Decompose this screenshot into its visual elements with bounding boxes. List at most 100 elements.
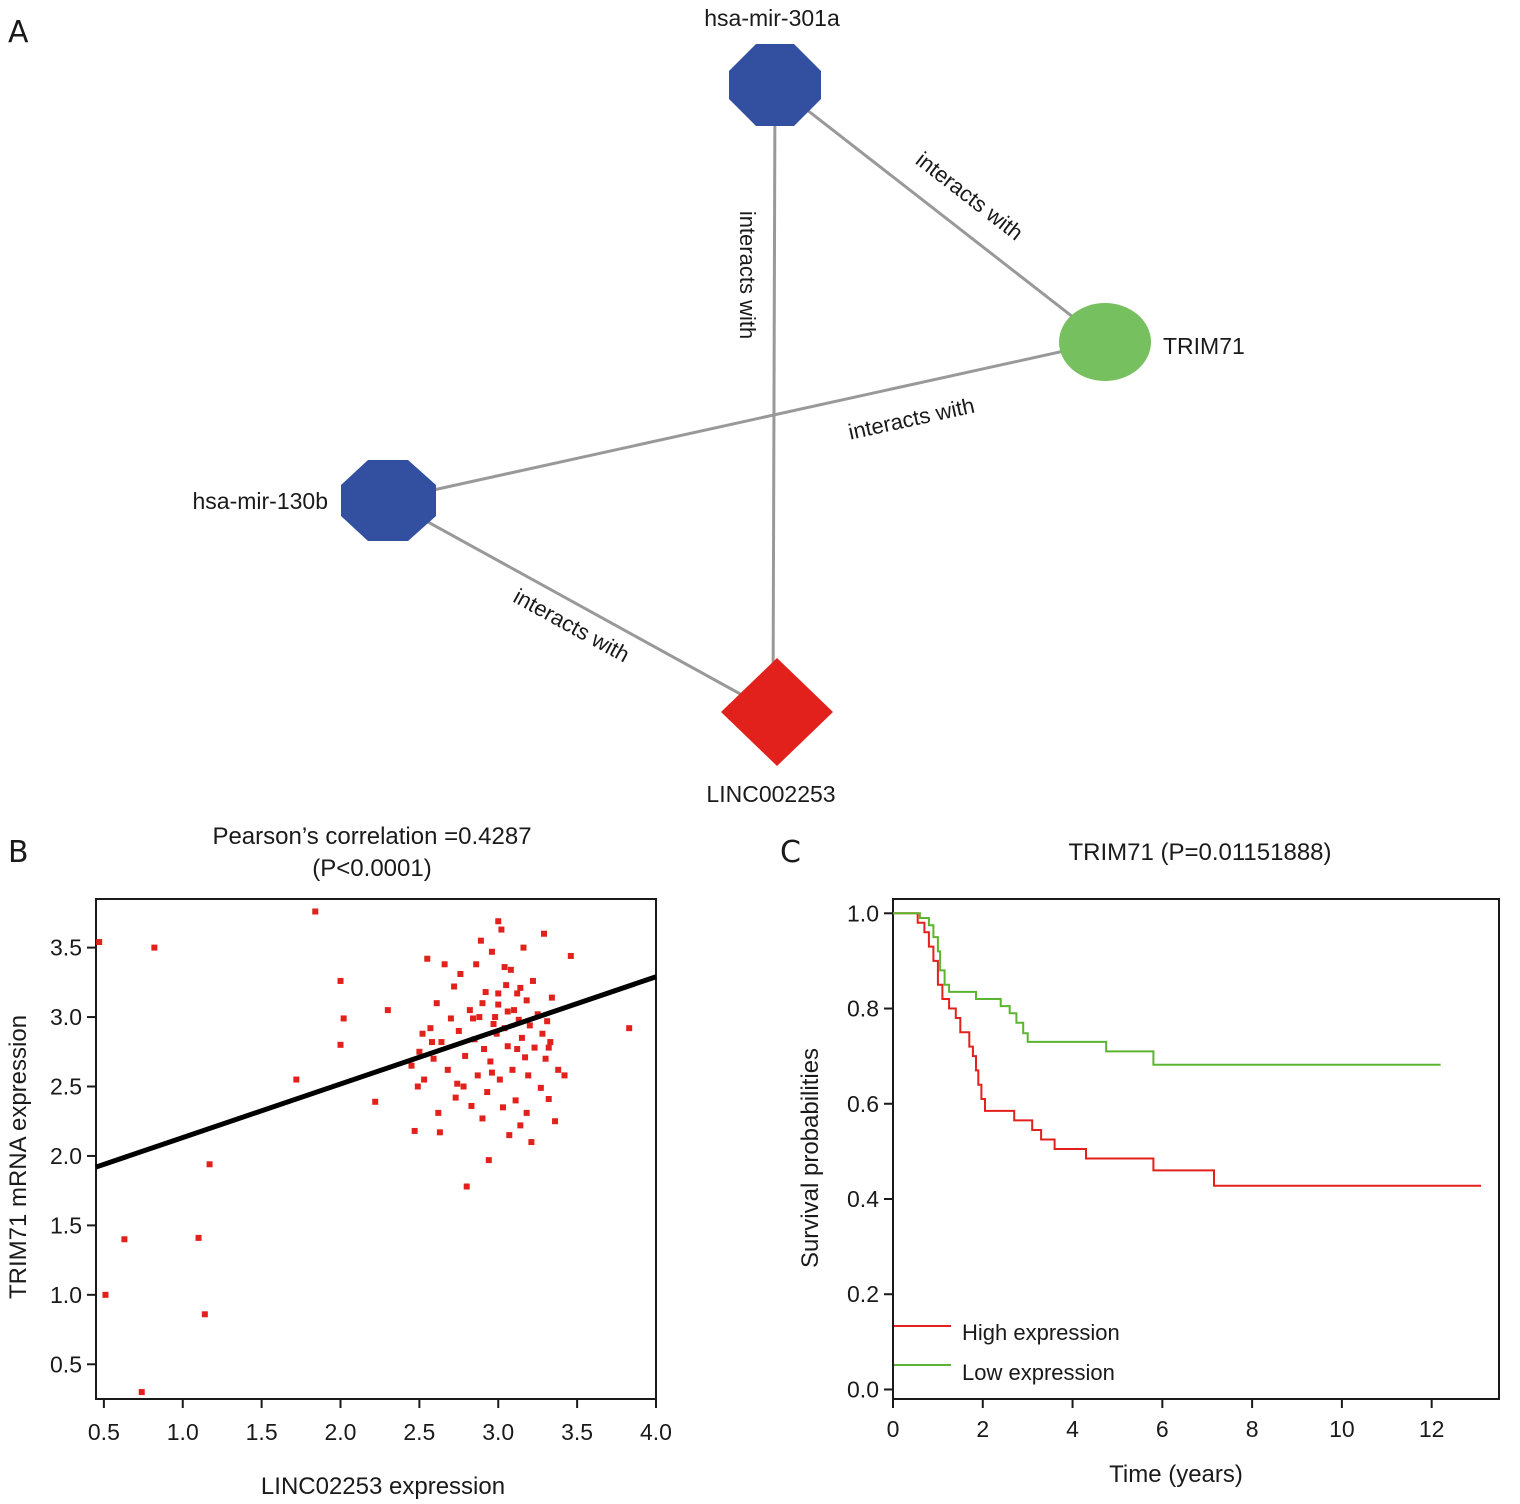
scatter-point <box>523 997 530 1004</box>
survival-y-tick-label: 0.0 <box>847 1376 879 1402</box>
scatter-point <box>479 1115 486 1122</box>
scatter-point <box>626 1025 633 1032</box>
scatter-point <box>427 1025 434 1032</box>
scatter-point <box>499 1104 506 1111</box>
scatter-y-tick-label: 0.5 <box>50 1351 82 1377</box>
scatter-point <box>561 1072 568 1079</box>
scatter-x-axis: 0.5 1.0 1.5 2.0 2.5 3.0 3.5 4.0 <box>88 1399 672 1445</box>
scatter-point <box>468 1102 475 1109</box>
scatter-point <box>539 1030 546 1037</box>
scatter-point <box>545 1044 552 1051</box>
scatter-point <box>485 1157 492 1164</box>
scatter-point <box>515 1016 522 1023</box>
scatter-point <box>498 926 505 933</box>
scatter-point <box>514 990 521 997</box>
scatter-point <box>411 1127 418 1134</box>
scatter-point <box>466 1007 473 1014</box>
scatter-point <box>470 1015 477 1022</box>
scatter-point <box>455 1027 462 1034</box>
scatter-point <box>495 918 502 925</box>
scatter-point <box>337 977 344 984</box>
scatter-x-tick-label: 2.0 <box>325 1419 357 1445</box>
scatter-point <box>529 977 536 984</box>
scatter-point <box>518 1034 525 1041</box>
scatter-point <box>444 1066 451 1073</box>
scatter-point <box>476 1014 483 1021</box>
survival-plot-frame <box>892 898 1500 1400</box>
scatter-point <box>451 983 458 990</box>
panel-label-c: C <box>780 835 801 870</box>
scatter-point <box>517 984 524 991</box>
scatter-point <box>206 1161 213 1168</box>
scatter-point <box>493 1030 500 1037</box>
survival-legend: High expression Low expression <box>894 1320 1120 1385</box>
scatter-point <box>492 1014 499 1021</box>
survival-x-tick-label: 6 <box>1156 1416 1169 1442</box>
survival-x-tick-label: 2 <box>976 1416 989 1442</box>
scatter-point <box>384 1007 391 1014</box>
scatter-point <box>552 1118 559 1125</box>
scatter-point <box>479 1000 486 1007</box>
scatter-point <box>503 982 510 989</box>
scatter-point <box>488 1069 495 1076</box>
scatter-point <box>414 1083 421 1090</box>
scatter-point <box>488 948 495 955</box>
scatter-point <box>547 1039 554 1046</box>
scatter-point <box>525 1072 532 1079</box>
scatter-x-tick-label: 3.0 <box>482 1419 514 1445</box>
survival-x-tick-label: 0 <box>887 1416 900 1442</box>
scatter-y-tick-label: 1.5 <box>50 1212 82 1238</box>
scatter-point <box>495 990 502 997</box>
scatter-point <box>567 952 574 959</box>
scatter-point <box>501 964 508 971</box>
survival-y-tick-label: 0.2 <box>847 1281 879 1307</box>
survival-x-axis: 0 2 4 6 8 10 12 <box>887 1399 1444 1442</box>
scatter-point <box>496 1076 503 1083</box>
scatter-point <box>430 1055 437 1062</box>
scatter-panel: B Pearson’s correlation =0.4287 (P<0.000… <box>5 823 672 1500</box>
edge-label-mir130b-trim71: interacts with <box>846 393 977 445</box>
scatter-point <box>490 1021 497 1027</box>
survival-y-tick-label: 0.8 <box>847 996 879 1022</box>
scatter-point <box>473 961 480 968</box>
scatter-point <box>541 930 547 937</box>
survival-y-axis: 0.0 0.2 0.4 0.6 0.8 1.0 <box>847 900 893 1402</box>
edge-mir130b-trim71 <box>387 340 1106 502</box>
scatter-point <box>408 1062 415 1069</box>
survival-curves <box>893 912 1481 1187</box>
survival-y-tick-label: 1.0 <box>847 900 879 926</box>
scatter-point <box>293 1076 300 1083</box>
survival-x-tick-label: 8 <box>1246 1416 1259 1442</box>
survival-panel: C TRIM71 (P=0.01151888) 0 2 4 6 8 10 12 0.0 0.2… <box>780 835 1500 1488</box>
scatter-point <box>528 1139 535 1146</box>
survival-x-tick-label: 10 <box>1329 1416 1355 1442</box>
scatter-point <box>509 1066 516 1073</box>
edge-mir130b-linc <box>387 498 774 714</box>
scatter-point <box>435 1109 442 1116</box>
scatter-point <box>96 939 103 946</box>
scatter-y-tick-label: 3.0 <box>50 1004 82 1030</box>
scatter-point <box>312 908 319 915</box>
node-hsa-mir-130b <box>341 460 436 541</box>
node-trim71 <box>1059 303 1151 381</box>
scatter-point <box>419 1030 426 1037</box>
scatter-title: Pearson’s correlation =0.4287 <box>212 823 531 850</box>
scatter-point <box>433 1000 440 1007</box>
scatter-point <box>195 1234 202 1241</box>
scatter-x-tick-label: 4.0 <box>640 1419 672 1445</box>
survival-y-axis-title: Survival probabilities <box>797 1048 824 1268</box>
scatter-point <box>482 989 489 996</box>
scatter-point <box>484 1089 491 1096</box>
scatter-point <box>454 1080 461 1087</box>
scatter-point <box>511 1007 518 1014</box>
scatter-point <box>102 1291 109 1298</box>
panel-label-b: B <box>8 835 29 870</box>
scatter-point <box>522 1054 529 1061</box>
scatter-y-tick-label: 1.0 <box>50 1282 82 1308</box>
scatter-point <box>542 1055 549 1062</box>
survival-title: TRIM71 (P=0.01151888) <box>1068 839 1331 866</box>
scatter-point <box>514 1046 521 1052</box>
scatter-x-tick-label: 0.5 <box>88 1419 120 1445</box>
scatter-points <box>96 908 633 1396</box>
